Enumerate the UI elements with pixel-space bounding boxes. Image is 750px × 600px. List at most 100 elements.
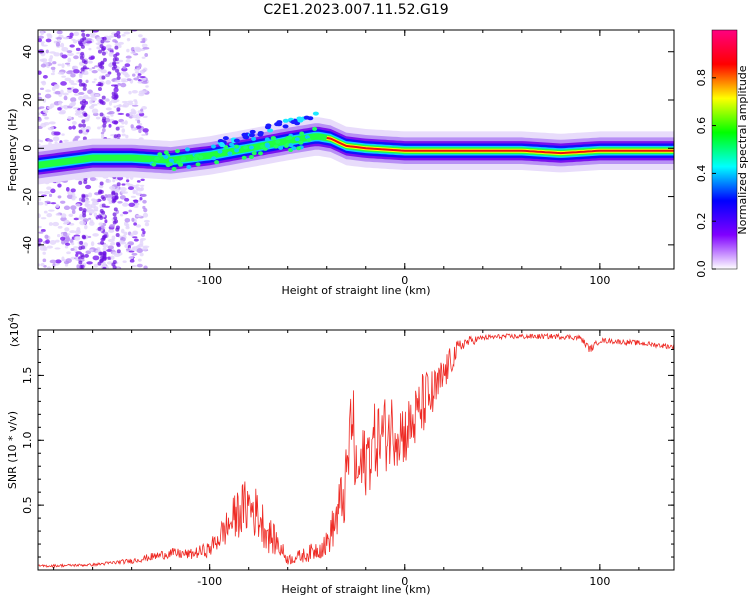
noise-streak <box>116 72 121 77</box>
noise-speck <box>86 38 92 41</box>
noise-speck <box>86 261 93 265</box>
noise-streak <box>79 55 84 60</box>
ridge-blob <box>287 135 293 140</box>
noise-speck <box>50 188 56 194</box>
noise-speck <box>128 250 135 253</box>
noise-speck <box>40 217 47 220</box>
noise-speck <box>142 246 148 251</box>
noise-speck <box>38 191 45 194</box>
noise-speck <box>70 205 77 211</box>
noise-speck <box>50 202 57 205</box>
noise-speck <box>133 222 137 226</box>
ridge-blob <box>264 137 270 142</box>
noise-speck <box>91 108 99 114</box>
noise-speck <box>139 197 143 201</box>
colorbar-tick-label: 0.0 <box>695 260 708 278</box>
snr-panel: -100 0 100 0.5 1.0 1.5 Height of straight lin… <box>6 313 675 596</box>
noise-speck <box>139 184 145 187</box>
noise-speck <box>61 75 67 78</box>
secondary-ridge-blob <box>222 136 229 141</box>
noise-speck <box>67 70 74 73</box>
noise-speck <box>90 241 95 247</box>
noise-speck <box>130 195 136 198</box>
secondary-ridge-blob <box>218 142 225 147</box>
colorbar-label: Normalized spectral amplitude <box>736 65 749 234</box>
noise-speck <box>98 222 104 226</box>
noise-streak <box>80 30 85 33</box>
ridge-blob <box>186 164 192 169</box>
colorbar-ticks: 0.0 0.2 0.4 0.6 0.8 <box>695 69 716 278</box>
noise-streak <box>97 62 102 67</box>
noise-streak <box>81 32 86 37</box>
noise-speck <box>105 80 112 85</box>
noise-speck <box>61 46 69 52</box>
noise-speck <box>60 89 64 95</box>
noise-speck <box>109 224 116 228</box>
noise-speck <box>56 30 63 35</box>
noise-speck <box>124 120 128 125</box>
noise-speck <box>88 47 92 51</box>
noise-speck <box>84 253 89 258</box>
noise-speck <box>104 98 110 102</box>
noise-speck <box>108 201 113 204</box>
noise-speck <box>121 100 129 104</box>
noise-speck <box>83 224 88 230</box>
noise-streak <box>115 241 120 246</box>
noise-speck <box>97 126 101 130</box>
noise-streak <box>101 95 106 100</box>
noise-speck <box>50 72 55 76</box>
noise-speck <box>141 228 145 232</box>
noise-speck <box>38 92 42 96</box>
noise-speck <box>139 238 144 243</box>
noise-speck <box>142 128 149 133</box>
noise-speck <box>44 93 52 99</box>
spectrogram-y-tick-label: 0 <box>21 145 34 152</box>
noise-speck <box>133 238 139 242</box>
noise-speck <box>71 197 76 201</box>
noise-speck <box>135 186 141 191</box>
noise-speck <box>128 202 136 208</box>
noise-speck <box>107 245 114 250</box>
noise-speck <box>71 86 75 90</box>
noise-speck <box>95 116 101 120</box>
noise-streak <box>101 75 106 80</box>
noise-speck <box>141 133 147 137</box>
noise-speck <box>105 115 110 119</box>
noise-speck <box>88 217 92 220</box>
noise-speck <box>47 33 53 39</box>
noise-streak <box>116 76 121 81</box>
noise-speck <box>126 78 132 82</box>
noise-speck <box>131 89 138 94</box>
noise-streak <box>78 206 83 211</box>
noise-streak <box>114 94 119 99</box>
noise-speck <box>108 51 114 57</box>
noise-speck <box>142 115 148 119</box>
noise-speck <box>133 199 139 204</box>
snr-ticks: -100 0 100 0.5 1.0 1.5 <box>21 330 674 588</box>
noise-speck <box>81 131 88 135</box>
noise-speck <box>46 245 53 249</box>
noise-speck <box>110 241 116 246</box>
noise-speck <box>106 194 114 199</box>
noise-speck <box>126 223 130 228</box>
noise-streak <box>79 42 84 47</box>
noise-speck <box>121 128 126 133</box>
spectrogram-y-axis-title: Frequency (Hz) <box>6 109 19 192</box>
noise-speck <box>119 195 126 200</box>
noise-speck <box>49 259 57 264</box>
spectrogram-plot-area <box>38 30 674 269</box>
noise-speck <box>76 52 81 55</box>
noise-speck <box>111 251 119 256</box>
noise-speck <box>75 47 81 52</box>
snr-x-axis-title: Height of straight line (km) <box>281 583 430 596</box>
noise-speck <box>64 263 69 267</box>
noise-speck <box>117 112 125 115</box>
noise-speck <box>78 73 83 76</box>
noise-speck <box>104 194 108 199</box>
noise-speck <box>117 83 122 86</box>
ridge-blob <box>251 136 257 141</box>
noise-speck <box>93 65 100 68</box>
snr-frame <box>37 329 675 571</box>
noise-streak <box>103 234 108 239</box>
